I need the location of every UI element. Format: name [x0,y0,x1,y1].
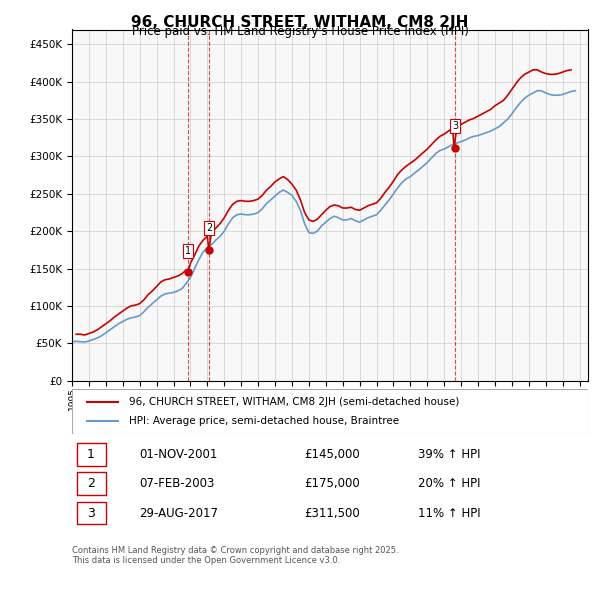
Text: £145,000: £145,000 [304,448,360,461]
Text: 2: 2 [87,477,95,490]
Text: 96, CHURCH STREET, WITHAM, CM8 2JH: 96, CHURCH STREET, WITHAM, CM8 2JH [131,15,469,30]
Text: HPI: Average price, semi-detached house, Braintree: HPI: Average price, semi-detached house,… [129,417,399,426]
FancyBboxPatch shape [77,502,106,525]
Text: 1: 1 [185,245,191,255]
Text: £175,000: £175,000 [304,477,360,490]
Text: 3: 3 [87,507,95,520]
Text: 39% ↑ HPI: 39% ↑ HPI [418,448,480,461]
Text: Contains HM Land Registry data © Crown copyright and database right 2025.
This d: Contains HM Land Registry data © Crown c… [72,546,398,565]
FancyBboxPatch shape [77,473,106,495]
Text: 3: 3 [452,121,458,131]
Text: 01-NOV-2001: 01-NOV-2001 [139,448,217,461]
Text: 29-AUG-2017: 29-AUG-2017 [139,507,218,520]
Text: 11% ↑ HPI: 11% ↑ HPI [418,507,481,520]
Text: 07-FEB-2003: 07-FEB-2003 [139,477,214,490]
Text: 96, CHURCH STREET, WITHAM, CM8 2JH (semi-detached house): 96, CHURCH STREET, WITHAM, CM8 2JH (semi… [129,397,459,407]
Text: Price paid vs. HM Land Registry's House Price Index (HPI): Price paid vs. HM Land Registry's House … [131,25,469,38]
Text: 2: 2 [206,223,212,233]
FancyBboxPatch shape [72,389,588,434]
Text: 1: 1 [87,448,95,461]
Text: £311,500: £311,500 [304,507,360,520]
Text: 20% ↑ HPI: 20% ↑ HPI [418,477,480,490]
FancyBboxPatch shape [77,443,106,466]
